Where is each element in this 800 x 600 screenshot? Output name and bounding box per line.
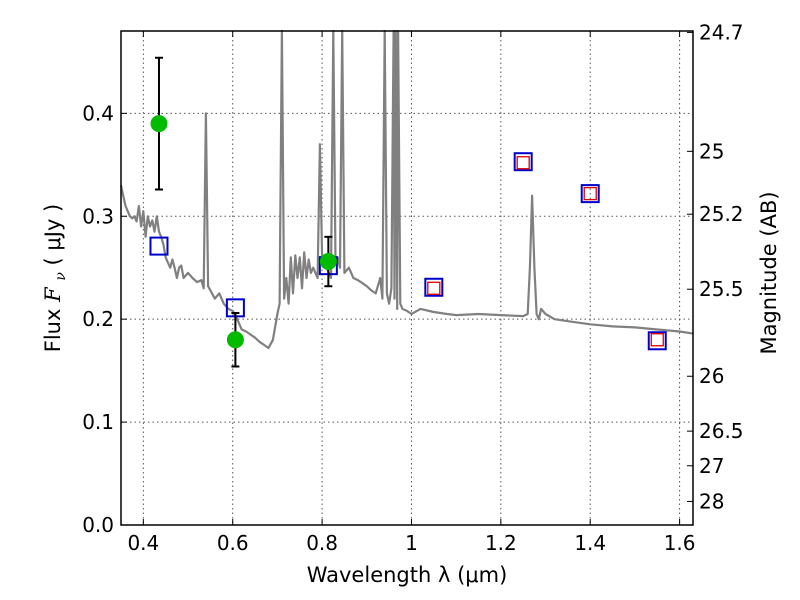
y-tick-label: 0.3 xyxy=(82,204,114,228)
observed-photometry-square xyxy=(516,156,530,170)
x-tick-label: 0.4 xyxy=(127,531,159,555)
model-photometry-square xyxy=(424,277,444,297)
x-tick-label: 1.4 xyxy=(574,531,606,555)
observed-photometry-square xyxy=(650,333,664,347)
grid-lines xyxy=(121,31,693,526)
y-axis-label: Flux F ν ( μJy ) xyxy=(41,204,70,353)
model-photometry-square xyxy=(580,184,600,204)
photometry-point xyxy=(226,331,244,349)
right-tick-label: 26.5 xyxy=(699,419,744,443)
x-tick-label: 1.2 xyxy=(485,531,517,555)
x-tick-label: 0.8 xyxy=(306,531,338,555)
x-tick-label: 1.6 xyxy=(664,531,696,555)
model-sed-line xyxy=(119,29,694,350)
right-tick-label: 25 xyxy=(699,139,724,163)
right-tick-label: 25.5 xyxy=(699,277,744,301)
plot-frame xyxy=(120,30,694,526)
right-tick-label: 28 xyxy=(699,489,724,513)
model-sed-series xyxy=(119,29,694,350)
right-tick-label: 27 xyxy=(699,454,724,478)
y-tick-label: 0.1 xyxy=(82,410,114,434)
y-axis-label-subscript: ν xyxy=(53,272,69,281)
right-axis-label: Magnitude (AB) xyxy=(757,191,781,354)
x-tick-label: 1 xyxy=(405,531,418,555)
x-axis-label: Wavelength λ (μm) xyxy=(307,563,508,587)
y-tick-label: 0.4 xyxy=(82,101,114,125)
model-photometry-square xyxy=(647,331,667,351)
axis-ticks: 0.4 0.6 0.8 1 1.2 1.4 1.6 0.0 0.1 0.2 0.3 0.4 24.7 25… xyxy=(82,20,743,555)
right-tick-label: 24.7 xyxy=(699,20,744,44)
observed-photometry-square xyxy=(427,281,441,295)
photometry-point xyxy=(150,115,168,133)
y-tick-label: 0.2 xyxy=(82,307,114,331)
right-tick-label: 25.2 xyxy=(699,202,744,226)
model-photometry-square xyxy=(149,236,169,256)
y-tick-label: 0.0 xyxy=(82,513,114,537)
observed-photometry-square xyxy=(583,186,597,201)
photometry-markers xyxy=(149,56,667,368)
y-axis-label-prefix: Flux xyxy=(41,302,65,352)
right-tick-label: 26 xyxy=(699,364,724,388)
photometry-point xyxy=(319,253,337,271)
y-axis-label-symbol: F xyxy=(41,286,65,303)
model-photometry-square xyxy=(513,152,533,172)
y-axis-label-unit: ( μJy ) xyxy=(41,204,65,266)
x-tick-label: 0.6 xyxy=(217,531,249,555)
